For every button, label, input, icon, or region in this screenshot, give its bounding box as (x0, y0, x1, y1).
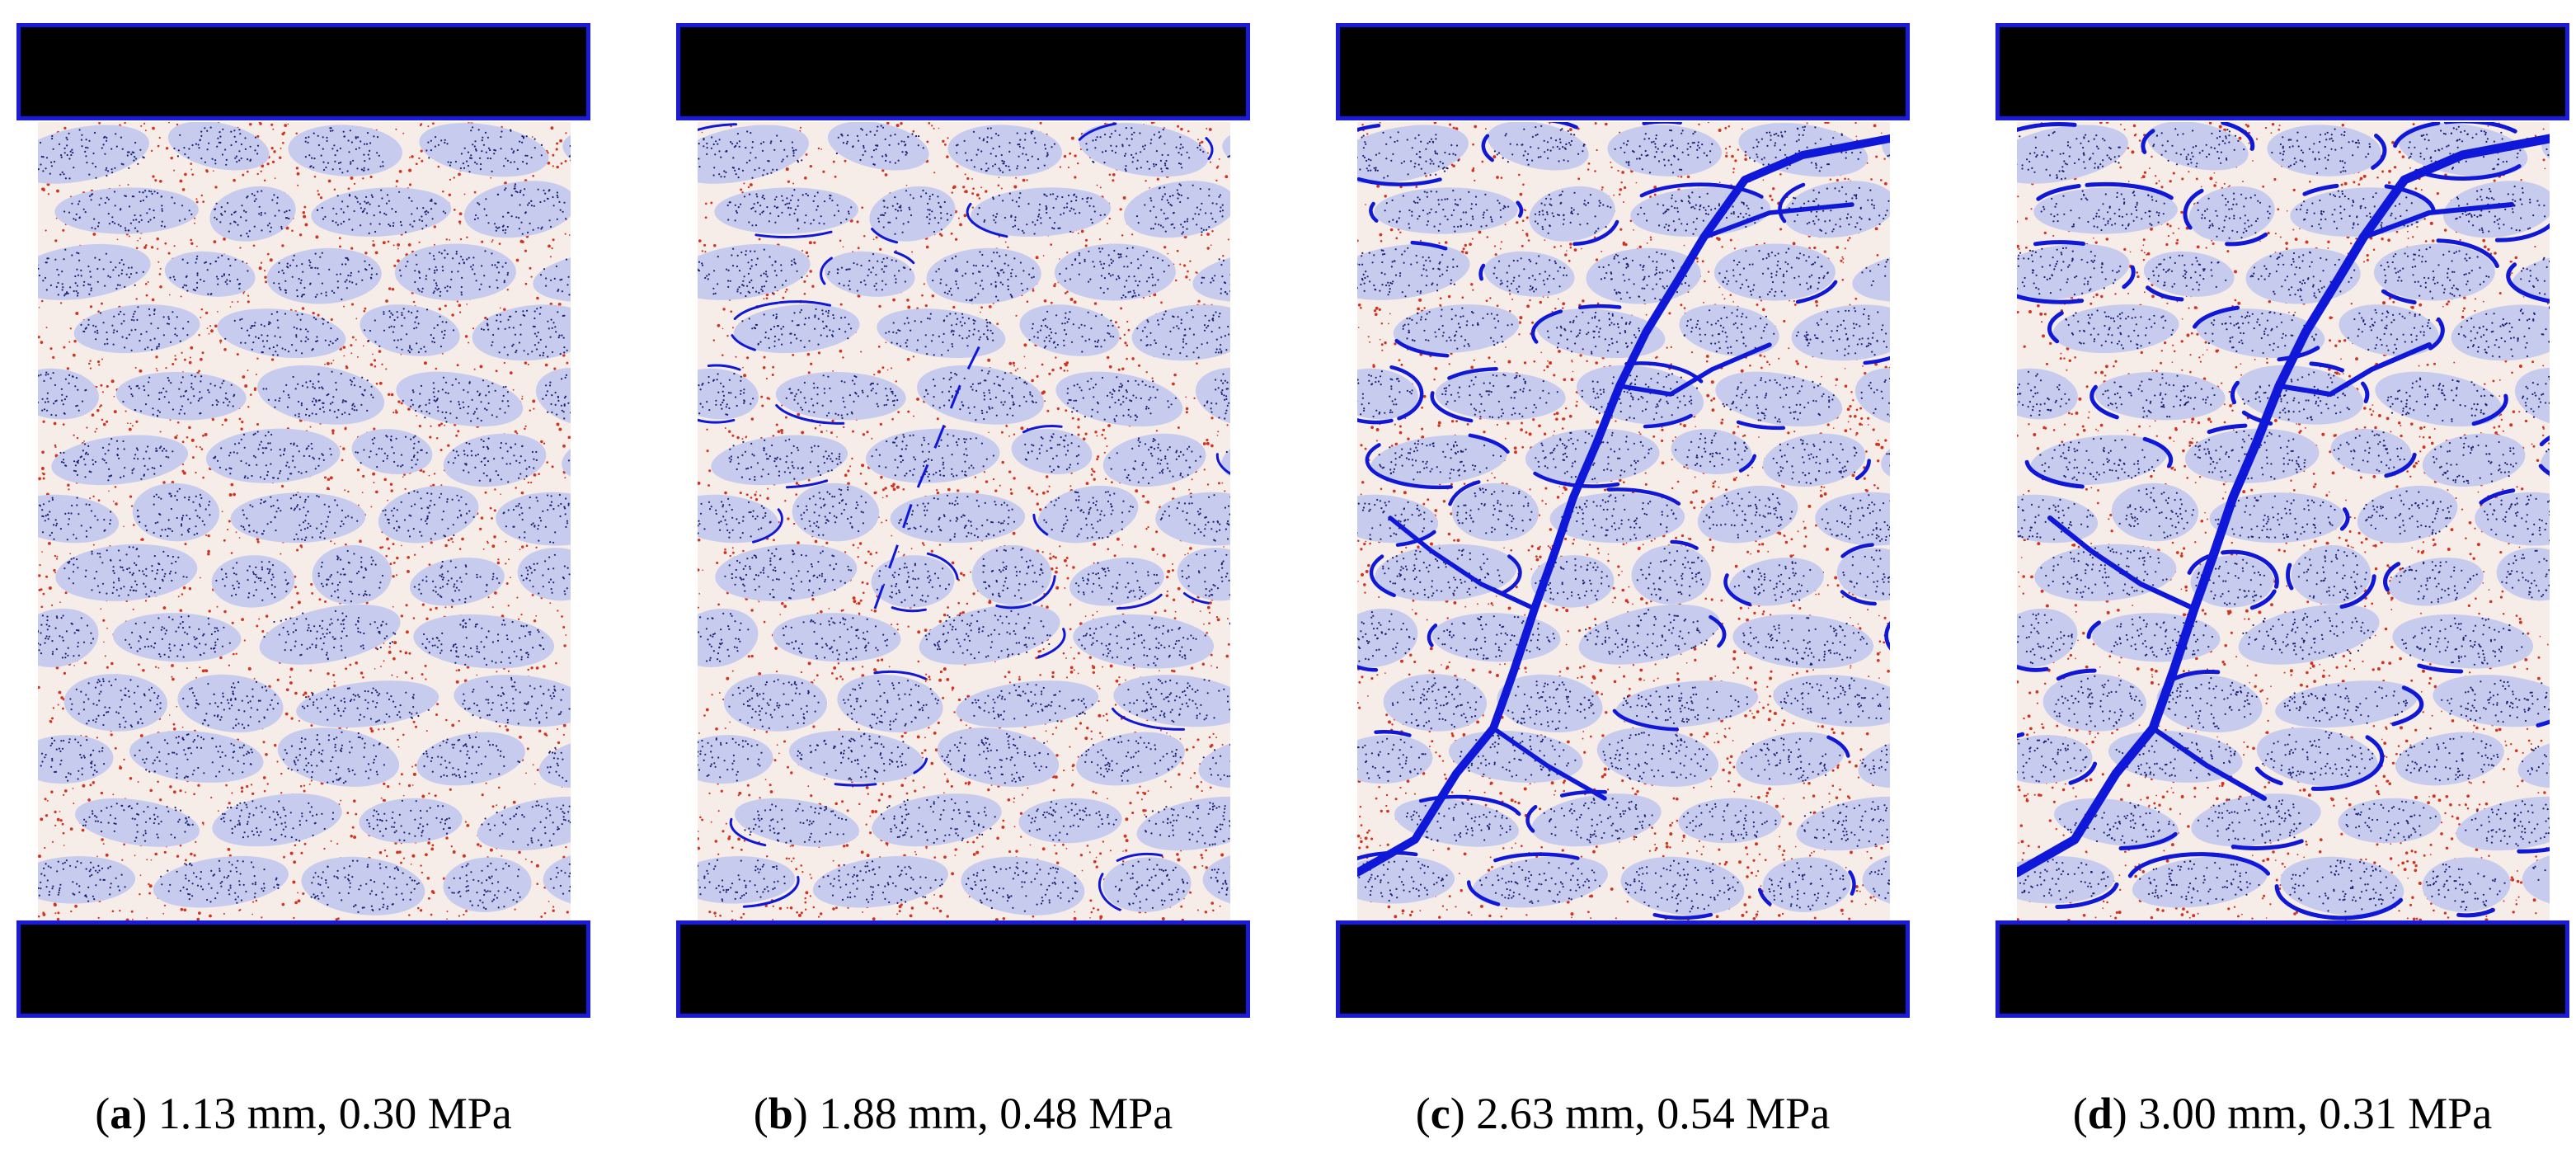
caption-displacement: 3.00 mm (2138, 1089, 2296, 1138)
specimen-svg (38, 122, 571, 920)
specimen-particle-model (38, 122, 571, 920)
bottom-loading-platen (1995, 920, 2569, 1018)
panel-d: (d) 3.00 mm, 0.31 MPa (1995, 0, 2576, 1158)
caption-stress: 0.54 MPa (1657, 1089, 1830, 1138)
caption: (c) 2.63 mm, 0.54 MPa (1336, 1087, 1910, 1140)
bottom-loading-platen (676, 920, 1250, 1018)
caption: (d) 3.00 mm, 0.31 MPa (1995, 1087, 2569, 1140)
specimen-svg (2017, 122, 2550, 920)
caption-stress: 0.30 MPa (339, 1089, 512, 1138)
bottom-loading-platen (16, 920, 590, 1018)
specimen-particle-model (1357, 122, 1890, 920)
top-loading-platen (1995, 23, 2569, 120)
caption-displacement: 1.13 mm (158, 1089, 317, 1138)
top-loading-platen (1336, 23, 1910, 120)
specimen-particle-model (2017, 122, 2550, 920)
caption-displacement: 1.88 mm (819, 1089, 977, 1138)
caption-letter: d (2088, 1089, 2113, 1138)
caption-letter: a (110, 1089, 132, 1138)
caption-letter: b (769, 1089, 793, 1138)
caption-letter: c (1431, 1089, 1450, 1138)
panel-c: (c) 2.63 mm, 0.54 MPa (1336, 0, 1963, 1158)
specimen-particle-model (698, 122, 1230, 920)
specimen-svg (1357, 122, 1890, 920)
specimen-svg (698, 122, 1230, 920)
caption: (b) 1.88 mm, 0.48 MPa (676, 1087, 1250, 1140)
panel-b: (b) 1.88 mm, 0.48 MPa (676, 0, 1303, 1158)
panel-a: (a) 1.13 mm, 0.30 MPa (16, 0, 643, 1158)
caption-displacement: 2.63 mm (1476, 1089, 1634, 1138)
top-loading-platen (676, 23, 1250, 120)
caption-stress: 0.31 MPa (2319, 1089, 2492, 1138)
caption: (a) 1.13 mm, 0.30 MPa (16, 1087, 590, 1140)
bottom-loading-platen (1336, 920, 1910, 1018)
top-loading-platen (16, 23, 590, 120)
caption-stress: 0.48 MPa (999, 1089, 1173, 1138)
